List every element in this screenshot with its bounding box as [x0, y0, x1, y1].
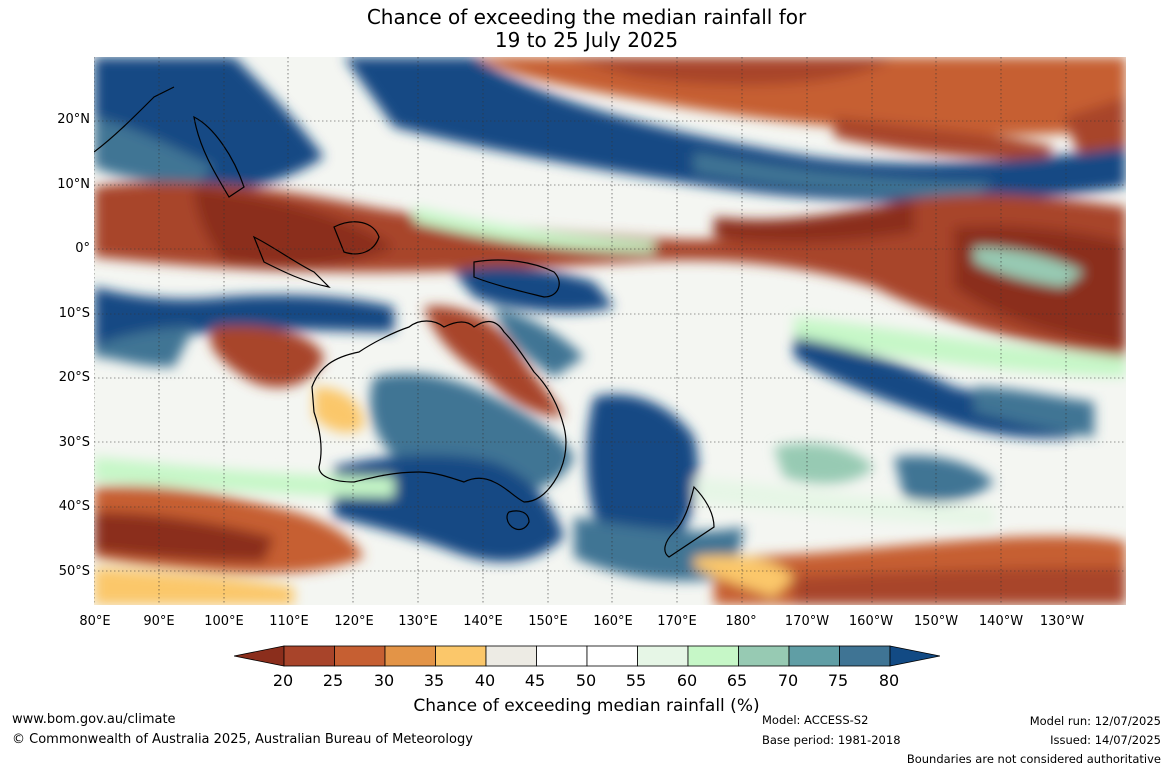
colorbar-tick: 75 [827, 671, 849, 690]
lon-label: 150°E [528, 614, 568, 629]
colorbar-segment [435, 645, 487, 667]
colorbar-tick: 45 [524, 671, 546, 690]
colorbar-tick: 40 [474, 671, 496, 690]
lat-label: 20°S [58, 370, 90, 385]
lat-label: 10°N [57, 177, 90, 192]
lon-label: 150°W [913, 614, 959, 629]
colorbar-tick: 60 [676, 671, 698, 690]
colorbar-tick: 65 [726, 671, 748, 690]
colorbar-tick: 30 [373, 671, 395, 690]
colorbar-extend-high [889, 645, 940, 667]
lat-label: 20°N [57, 112, 90, 127]
lon-label: 170°W [784, 614, 830, 629]
colorbar-segment [283, 645, 335, 667]
colorbar-segment [788, 645, 840, 667]
lon-label: 130°E [398, 614, 438, 629]
model-run-date: Model run: 12/07/2025 [1029, 714, 1161, 728]
issued-date: Issued: 14/07/2025 [1050, 733, 1161, 747]
colorbar-tick: 70 [777, 671, 799, 690]
lon-label: 180° [725, 614, 757, 629]
lon-label: 140°E [463, 614, 503, 629]
lon-label: 170°E [657, 614, 697, 629]
lon-label: 110°E [269, 614, 309, 629]
model-name: Model: ACCESS-S2 [762, 713, 869, 727]
colorbar-tick: 50 [575, 671, 597, 690]
lat-label: 0° [75, 241, 90, 256]
colorbar-segment [536, 645, 588, 667]
lon-label: 130°W [1039, 614, 1085, 629]
colorbar-tick: 55 [625, 671, 647, 690]
website-link[interactable]: www.bom.gov.au/climate [12, 712, 176, 727]
lat-label: 10°S [58, 306, 90, 321]
colorbar-segment [637, 645, 689, 667]
colorbar-extend-low [234, 645, 285, 667]
colorbar-segment [586, 645, 638, 667]
lon-label: 80°E [79, 614, 111, 629]
colorbar-tick: 20 [272, 671, 294, 690]
lon-label: 160°E [593, 614, 633, 629]
map-title-line2: 19 to 25 July 2025 [494, 28, 679, 52]
boundaries-disclaimer: Boundaries are not considered authoritat… [906, 752, 1161, 766]
colorbar-segment [738, 645, 790, 667]
colorbar-tick: 25 [322, 671, 344, 690]
lat-label: 50°S [58, 564, 90, 579]
lat-label: 40°S [58, 499, 90, 514]
colorbar-tick: 80 [878, 671, 900, 690]
lon-label: 140°W [978, 614, 1024, 629]
lon-label: 90°E [143, 614, 175, 629]
map-title-line1: Chance of exceeding the median rainfall … [366, 5, 807, 29]
lon-label: 160°W [848, 614, 894, 629]
colorbar-label: Chance of exceeding median rainfall (%) [413, 696, 760, 716]
colorbar-segment [334, 645, 386, 667]
rainfall-map [94, 57, 1126, 605]
colorbar [234, 645, 940, 667]
lon-label: 100°E [204, 614, 244, 629]
colorbar-tick: 35 [423, 671, 445, 690]
colorbar-segment [687, 645, 739, 667]
base-period: Base period: 1981-2018 [762, 733, 901, 747]
lon-label: 120°E [334, 614, 374, 629]
lat-label: 30°S [58, 435, 90, 450]
colorbar-segment [839, 645, 891, 667]
colorbar-segment [485, 645, 537, 667]
colorbar-segment [384, 645, 436, 667]
copyright-text: © Commonwealth of Australia 2025, Austra… [12, 732, 473, 747]
